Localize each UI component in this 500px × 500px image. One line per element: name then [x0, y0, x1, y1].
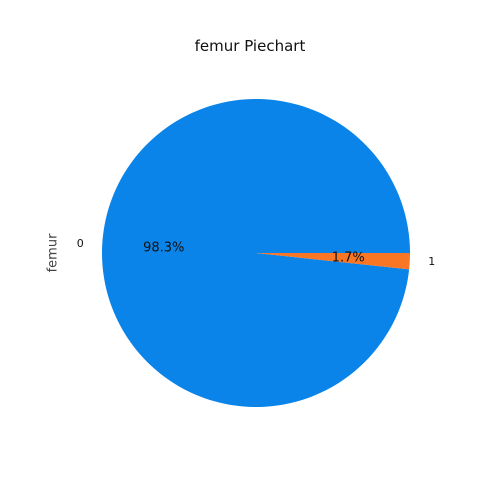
pct-label-0: 98.3%: [143, 241, 184, 256]
category-label-0: 0: [77, 237, 84, 250]
pie-labels: 98.3% 0 1.7% 1: [77, 237, 435, 268]
pie-slices: [101, 99, 411, 408]
y-axis-label: femur: [46, 233, 61, 272]
chart-title: femur Piechart: [194, 37, 306, 55]
pie-slice-0: [101, 99, 411, 408]
pie-slice-1: [256, 253, 410, 270]
category-label-1: 1: [428, 255, 435, 268]
pct-label-1: 1.7%: [332, 250, 365, 265]
